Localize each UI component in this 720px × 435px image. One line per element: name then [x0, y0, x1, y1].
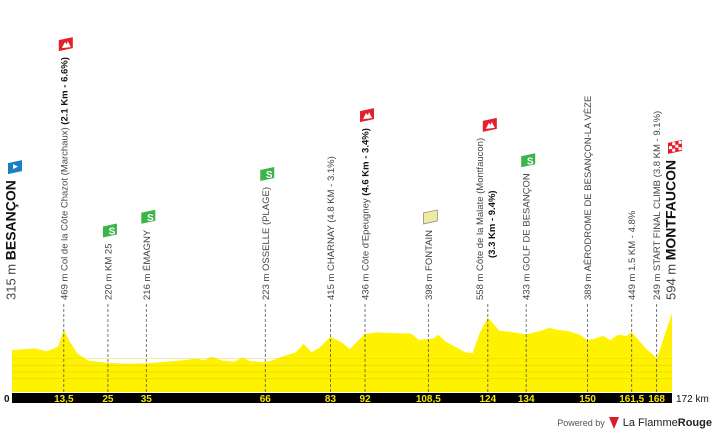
flag-shape: [102, 223, 117, 238]
peak-shape: [363, 112, 373, 120]
feed-zone-icon: [423, 209, 438, 225]
point-label: 249 m START FINAL CLIMB (3.8 KM - 9.1%): [652, 111, 663, 300]
flag-shape: [141, 209, 156, 224]
point-label-bold: BESANÇON: [3, 180, 19, 260]
point-label-second-line: (3.3 Km - 9.4%): [487, 190, 498, 258]
powered-by-label: Powered by: [557, 418, 605, 428]
km-tick-label: 108,5: [416, 394, 441, 405]
sprint-icon: S: [521, 153, 536, 168]
elevation-area: [12, 313, 672, 392]
point-label-bold: (3.3 Km - 9.4%): [487, 190, 498, 258]
sprint-s: S: [266, 170, 273, 181]
point-label: 398 m FONTAIN: [424, 230, 435, 300]
point-label: 415 m CHARNAY (4.8 KM - 3.1%): [326, 156, 337, 300]
checker: [678, 147, 682, 151]
point-label-bold: (4.6 Km - 3.4%): [361, 128, 372, 196]
checker: [669, 146, 672, 150]
mountain-icon: [482, 117, 497, 132]
footer: Powered by La FlammeRouge: [557, 417, 712, 429]
point-label: 389 m AÉRODROME DE BESANÇON-LA VÈZE: [583, 96, 594, 300]
start-flag-icon: [8, 160, 22, 175]
finish-flag-icon: [668, 139, 682, 154]
point-label: 594 m MONTFAUCON: [663, 160, 679, 300]
point-label-bold: MONTFAUCON: [663, 160, 679, 260]
point-label: 449 m 1.5 KM - 4.8%: [627, 210, 638, 300]
brand-logo[interactable]: La FlammeRouge: [622, 417, 712, 429]
flag-shape: [668, 139, 682, 154]
km-tick-label: 13,5: [54, 394, 74, 405]
km-tick-label: 66: [260, 394, 272, 405]
checker: [672, 142, 676, 146]
point-label: 223 m OSSELLE (PLAGE): [261, 187, 272, 300]
sprint-icon: S: [141, 209, 156, 224]
checker: [678, 140, 682, 144]
axis-start-label: 0: [4, 394, 10, 405]
mountain-icon: [58, 37, 73, 52]
point-label-bold: (2.1 Km - 6.6%): [59, 57, 70, 125]
axis-end-label: 172 km: [676, 394, 709, 405]
sprint-s: S: [147, 213, 154, 224]
km-tick-label: 150: [579, 394, 596, 405]
mountain-icon: [360, 108, 375, 123]
km-tick-label: 83: [325, 394, 337, 405]
point-label: 558 m Côte de la Malate (Montfaucon): [475, 138, 486, 300]
km-tick-label: 35: [141, 394, 153, 405]
point-label: 469 m Col de la Côte Chazot (Marchaux) (…: [59, 57, 70, 300]
checker: [672, 148, 676, 152]
km-tick-label: 92: [359, 394, 371, 405]
km-tick-label: 124: [479, 394, 496, 405]
sprint-s: S: [109, 227, 116, 238]
flag-shape: [521, 153, 536, 168]
point-label: 216 m ÉMAGNY: [142, 229, 153, 300]
peak-shape: [61, 41, 71, 49]
point-label: 436 m Côte d'Epeugney (4.6 Km - 3.4%): [361, 128, 372, 300]
flamme-rouge-logo-icon: [608, 417, 619, 429]
sprint-s: S: [527, 156, 534, 167]
sprint-icon: S: [260, 167, 275, 181]
km-tick-label: 168: [648, 394, 665, 405]
point-label: 315 m BESANÇON: [3, 180, 19, 300]
km-tick-label: 134: [518, 394, 535, 405]
flag-shape: [423, 209, 438, 225]
km-tick-label: 25: [102, 394, 114, 405]
distance-axis-bar: [12, 393, 672, 403]
flag-shape: [260, 167, 275, 181]
play-shape: [13, 164, 18, 170]
checker: [675, 144, 679, 148]
point-label: 433 m GOLF DE BESANÇON: [522, 173, 533, 300]
km-tick-label: 161,5: [619, 394, 644, 405]
point-label: 220 m KM 25: [103, 244, 114, 301]
sprint-icon: S: [102, 223, 117, 238]
peak-shape: [485, 121, 495, 129]
